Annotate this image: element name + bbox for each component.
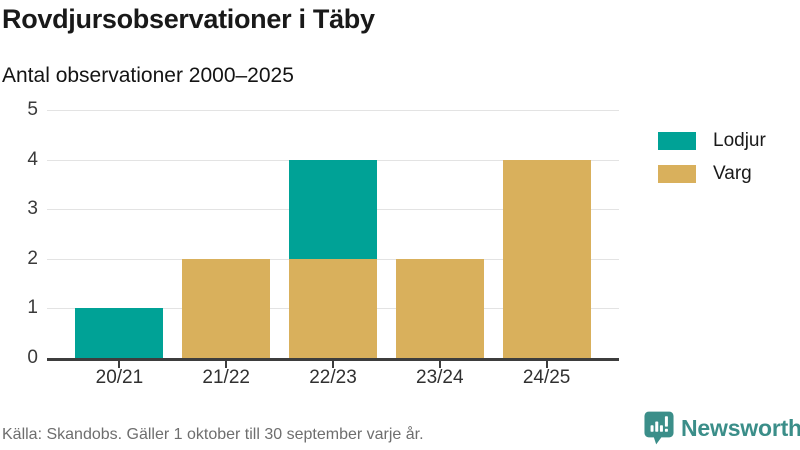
chart-subtitle: Antal observationer 2000–2025 — [2, 64, 294, 87]
bar-segment-lodjur-22-23 — [289, 159, 377, 259]
bar-segment-varg-23-24 — [395, 258, 484, 358]
bar-segment-varg-24-25 — [502, 159, 591, 358]
y-tick-label-2: 2 — [27, 247, 38, 269]
y-tick-label-0: 0 — [27, 347, 38, 368]
newsworthy-wordmark: Newsworthy — [681, 414, 800, 441]
x-axis-tick — [225, 361, 228, 368]
gridline-y5 — [47, 110, 619, 111]
legend-swatch-lodjur — [658, 132, 696, 150]
legend-item-varg: Varg — [658, 163, 766, 185]
y-tick-label-4: 4 — [27, 148, 38, 170]
newsworthy-icon — [644, 411, 674, 445]
x-tick-label-20-21: 20/21 — [95, 367, 144, 388]
y-tick-label-3: 3 — [27, 198, 38, 220]
x-axis-tick — [545, 361, 548, 368]
y-tick-label-1: 1 — [27, 297, 38, 319]
legend-label-lodjur: Lodjur — [713, 130, 766, 151]
bar-segment-varg-21-22 — [182, 258, 271, 358]
x-tick-label-22-23: 22/23 — [309, 367, 357, 388]
x-tick-label-21-22: 21/22 — [202, 367, 250, 388]
x-axis-tick — [118, 361, 121, 368]
legend: Lodjur Varg — [658, 130, 766, 196]
plot-area — [47, 110, 619, 368]
y-tick-label-5: 5 — [27, 99, 38, 120]
chart-title: Rovdjursobservationer i Täby — [2, 4, 375, 34]
legend-item-lodjur: Lodjur — [658, 130, 766, 152]
x-tick-label-24-25: 24/25 — [522, 367, 571, 388]
source-note: Källa: Skandobs. Gäller 1 oktober till 3… — [2, 426, 424, 443]
newsworthy-logo[interactable]: Newsworthy — [644, 411, 800, 445]
legend-swatch-varg — [658, 165, 696, 183]
x-tick-label-23-24: 23/24 — [416, 367, 464, 388]
bar-segment-varg-22-23 — [289, 258, 377, 358]
x-axis-tick — [332, 361, 334, 368]
legend-label-varg: Varg — [713, 163, 752, 184]
x-axis-tick — [438, 361, 441, 368]
bar-segment-lodjur-20-21 — [75, 308, 164, 358]
